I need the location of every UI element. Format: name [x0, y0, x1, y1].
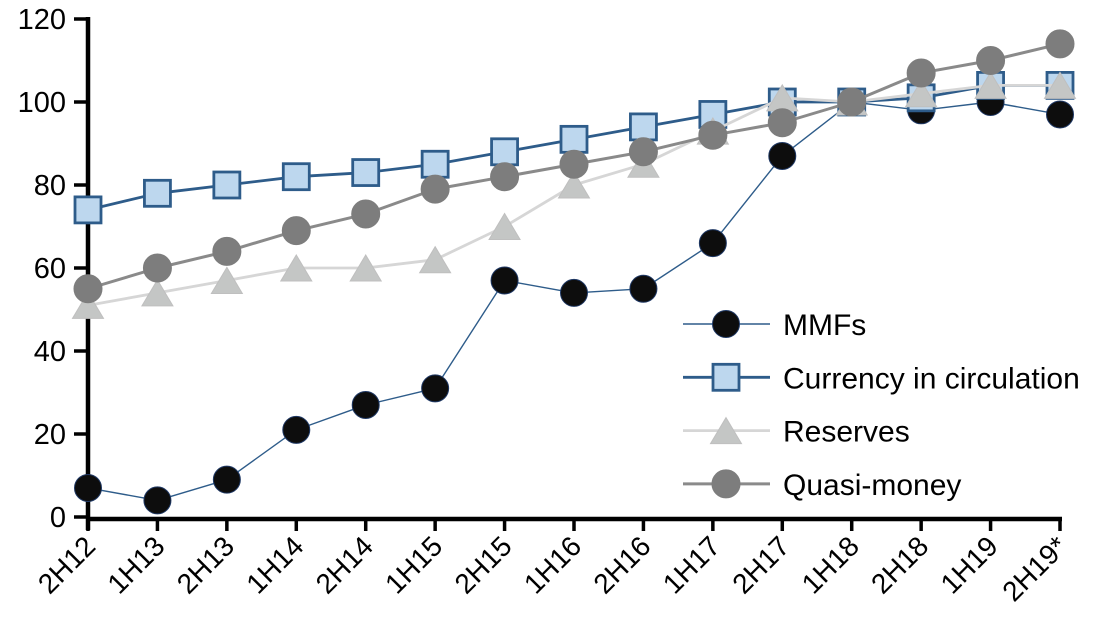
legend-item-mmfs: MMFs [683, 309, 866, 342]
data-point [143, 486, 172, 515]
y-tick-label: 100 [18, 87, 66, 119]
data-point [559, 149, 589, 179]
data-point [421, 374, 450, 403]
y-tick-label: 40 [34, 336, 66, 368]
data-point [709, 416, 743, 445]
legend-item-quasi-money: Quasi-money [683, 469, 961, 502]
data-point [557, 171, 591, 199]
x-tick-label: 2H14 [310, 530, 379, 599]
data-point [629, 274, 658, 303]
data-point [141, 278, 174, 307]
x-tick-label: 2H15 [449, 530, 518, 599]
x-tick-label: 1H19 [935, 530, 1004, 599]
data-point [976, 46, 1006, 75]
data-point [420, 174, 450, 204]
y-tick-label: 80 [34, 170, 66, 202]
data-point [560, 278, 588, 307]
x-tick-label: 1H16 [518, 530, 587, 599]
data-point [73, 195, 103, 225]
data-point [351, 199, 381, 229]
legend-item-reserves: Reserves [683, 416, 910, 449]
data-point [418, 245, 452, 274]
data-point [906, 58, 936, 88]
data-point [420, 149, 450, 179]
data-point [698, 229, 727, 258]
legend-label-currency-in-circulation: Currency in circulation [783, 362, 1080, 395]
data-point [212, 236, 242, 266]
x-tick-label: 2H18 [865, 530, 934, 599]
data-point [281, 216, 311, 246]
data-point [767, 108, 797, 138]
data-point [559, 124, 589, 154]
data-point [349, 254, 383, 282]
legend-item-currency-in-circulation: Currency in circulation [683, 362, 1080, 395]
data-point [490, 137, 519, 167]
y-tick-label: 0 [50, 502, 66, 534]
data-point [281, 162, 311, 192]
y-tick-label: 20 [34, 419, 66, 451]
y-tick-label: 120 [18, 4, 66, 36]
data-point [1043, 71, 1077, 99]
data-point [212, 170, 242, 200]
data-point [71, 291, 105, 319]
data-point [1046, 100, 1074, 129]
x-tick-label: 2H16 [587, 530, 656, 599]
legend-label-reserves: Reserves [783, 416, 910, 449]
x-tick-label: 2H12 [32, 530, 101, 599]
y-tick-label: 60 [34, 253, 66, 285]
data-point [279, 254, 313, 282]
x-tick-label: 1H18 [796, 530, 865, 599]
legend-label-mmfs: MMFs [783, 309, 866, 342]
data-point [711, 362, 741, 392]
x-tick-label: 1H13 [101, 530, 170, 599]
data-point [210, 266, 244, 294]
data-point [282, 415, 311, 444]
data-point [74, 473, 102, 502]
legend-label-quasi-money: Quasi-money [783, 469, 961, 502]
data-point [629, 112, 658, 142]
data-point [143, 178, 172, 208]
data-point [488, 212, 521, 241]
x-tick-label: 1H15 [379, 530, 448, 599]
data-point [490, 266, 519, 295]
data-point [351, 390, 380, 419]
x-tick-label: 1H14 [240, 530, 309, 599]
data-point [711, 469, 741, 499]
data-point [1045, 29, 1075, 59]
data-point [712, 310, 740, 338]
data-point [351, 158, 381, 187]
data-point [142, 253, 172, 283]
data-point [73, 274, 103, 304]
data-point [837, 87, 867, 117]
data-point [490, 162, 520, 192]
x-tick-label: 2H17 [726, 530, 795, 599]
x-tick-label: 1H17 [657, 530, 726, 599]
data-point [768, 141, 797, 170]
legend: MMFs Currency in circulation Reserves Quasi… [683, 309, 1080, 502]
data-point [904, 79, 938, 108]
data-point [628, 137, 658, 167]
x-tick-label: 2H13 [171, 530, 240, 599]
data-point [974, 71, 1007, 99]
data-point [212, 465, 241, 494]
series-quasi-money [73, 29, 1075, 304]
data-point [698, 120, 728, 150]
x-tick-label: 2H19* [996, 530, 1073, 607]
